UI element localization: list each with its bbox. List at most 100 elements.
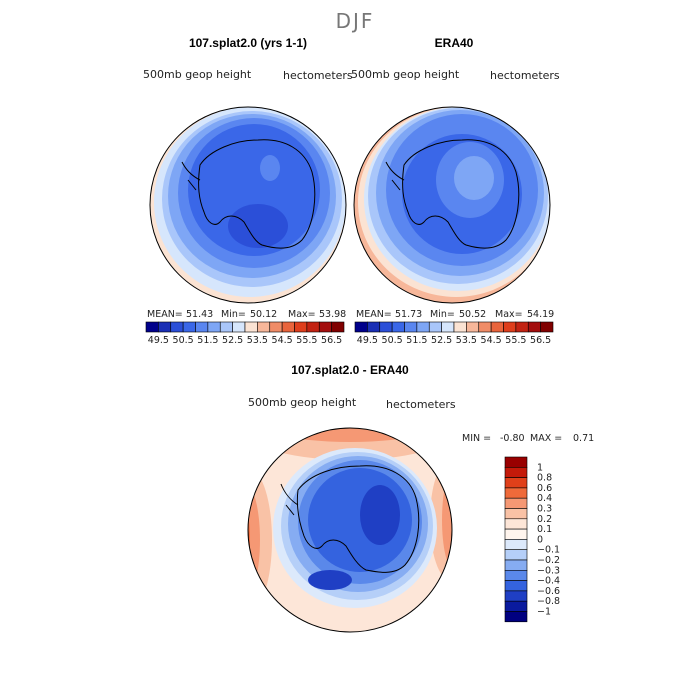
panel-difference-colorbar-tick-label: 0.4 (537, 493, 552, 504)
panel-model-mean-value: 51.43 (186, 309, 213, 320)
panel-difference-colorbar-tick-label: −0.1 (537, 545, 560, 556)
panel-difference-min-value: -0.80 (500, 433, 525, 444)
panel-model-max-label: Max= (288, 309, 316, 320)
panel-difference-variable-label: 500mb geop height (248, 396, 357, 409)
panel-era40-colorbar-tick-label: 55.5 (505, 335, 526, 346)
panel-difference-peninsula-outline (280, 483, 299, 516)
panel-model-variable-label: 500mb geop height (143, 68, 252, 81)
panel-model-colorbar-swatch (207, 321, 221, 333)
panel-difference-colorbar-tick-label: 0 (537, 534, 543, 545)
panel-model-colorbar-tick-label: 49.5 (148, 335, 169, 346)
panel-era40-min-value: 50.52 (459, 309, 486, 320)
panel-difference-map (248, 428, 452, 632)
panel-difference-colorbar-swatch (504, 580, 528, 592)
panel-era40-colorbar-swatch (540, 321, 554, 333)
panel-model-colorbar-tick-label: 54.5 (272, 335, 293, 346)
panel-model-colorbar-swatch (145, 321, 159, 333)
panel-era40-colorbar-swatch (354, 321, 368, 333)
panel-era40-colorbar-tick-label: 51.5 (406, 335, 427, 346)
panel-era40-colorbar-swatch (404, 321, 418, 333)
panel-era40-colorbar-swatch (515, 321, 529, 333)
panel-difference-colorbar-swatch (504, 611, 528, 623)
panel-model-colorbar-tick-label: 53.5 (247, 335, 268, 346)
figure-title: DJF (336, 9, 375, 33)
panel-era40-colorbar-swatch (416, 321, 430, 333)
panel-difference-max-label: MAX = (530, 433, 562, 444)
panel-era40-continent-outline (402, 139, 520, 249)
panel-era40-map-border (353, 106, 551, 304)
panel-era40-mean-value: 51.73 (395, 309, 422, 320)
panel-difference-colorbar-tick-label: 1 (537, 462, 543, 473)
panel-era40: ERA40 500mb geop height hectometers MEAN… (351, 36, 560, 346)
panel-era40-colorbar-swatch (428, 321, 442, 333)
panel-difference-colorbar-tick-label: 0.3 (537, 504, 552, 515)
panel-difference-colorbar-tick-label: −1 (537, 607, 551, 618)
panel-difference-colorbar-swatch (504, 600, 528, 612)
panel-era40-colorbar-swatch (441, 321, 455, 333)
panel-era40-peninsula-outline (385, 161, 405, 191)
panel-era40-max-label: Max= (495, 309, 523, 320)
panel-era40-colorbar-tick-label: 54.5 (481, 335, 502, 346)
panel-era40-colorbar-tick-label: 50.5 (382, 335, 403, 346)
panel-model-max-value: 53.98 (319, 309, 346, 320)
panel-era40-colorbar-swatch (478, 321, 492, 333)
panel-era40-colorbar-swatch (503, 321, 517, 333)
panel-era40-colorbar-swatch (453, 321, 467, 333)
panel-model-colorbar-swatch (219, 321, 233, 333)
panel-era40-title: ERA40 (435, 36, 474, 50)
panel-model-colorbar-swatch (269, 321, 283, 333)
panel-model-colorbar-tick-label: 50.5 (173, 335, 194, 346)
panel-model-stats: MEAN= 51.43 Min= 50.12 Max= 53.98 (147, 309, 346, 320)
panel-model-colorbar-swatch (294, 321, 308, 333)
panel-model-colorbar-swatch (158, 321, 172, 333)
panel-model-colorbar-swatch (195, 321, 209, 333)
panel-difference-colorbar-swatch (504, 539, 528, 551)
panel-era40-colorbar-tick-label: 53.5 (456, 335, 477, 346)
panel-difference-colorbar-swatch (504, 466, 528, 478)
panel-difference-min-label: MIN = (462, 433, 491, 444)
panel-model-colorbar-swatch (232, 321, 246, 333)
panel-model-colorbar-tick-label: 51.5 (197, 335, 218, 346)
panel-difference-stats: MIN = -0.80 MAX = 0.71 (462, 433, 594, 444)
panel-era40-stats: MEAN= 51.73 Min= 50.52 Max= 54.19 (356, 309, 554, 320)
panel-difference-title: 107.splat2.0 - ERA40 (291, 363, 409, 377)
panel-difference: 107.splat2.0 - ERA40 500mb geop height h… (247, 363, 594, 633)
panel-model: 107.splat2.0 (yrs 1-1) 500mb geop height… (143, 36, 353, 346)
panel-model-colorbar-tick-label: 52.5 (222, 335, 243, 346)
panel-difference-colorbar-swatch (504, 559, 528, 571)
panel-model-colorbar-swatch (182, 321, 196, 333)
panel-difference-colorbar-swatch (504, 549, 528, 561)
panel-model-mean-label: MEAN= (147, 309, 183, 320)
panel-era40-colorbar-tick-label: 52.5 (431, 335, 452, 346)
panel-difference-colorbar-tick-label: −0.8 (537, 596, 560, 607)
panel-difference-colorbar-tick-label: −0.2 (537, 555, 560, 566)
panel-difference-colorbar-tick-label: 0.1 (537, 524, 552, 535)
panel-era40-colorbar-swatch (379, 321, 393, 333)
panel-model-colorbar: 49.5 50.5 51.5 52.5 53.5 54.5 55.5 56.5 (145, 321, 345, 346)
panel-era40-colorbar-swatch (367, 321, 381, 333)
panel-difference-colorbar-swatch (504, 569, 528, 581)
panel-difference-colorbar-swatch (504, 590, 528, 602)
panel-difference-colorbar-tick-label: 0.6 (537, 483, 552, 494)
panel-difference-colorbar-tick-label: 0.2 (537, 514, 552, 525)
panel-model-map-border (149, 106, 347, 304)
panel-era40-min-label: Min= (430, 309, 455, 320)
panel-era40-colorbar-swatch (490, 321, 504, 333)
panel-model-colorbar-swatch (244, 321, 258, 333)
panel-difference-colorbar-swatch (504, 518, 528, 530)
panel-difference-colorbar-swatch (504, 528, 528, 540)
panel-model-colorbar-tick-label: 55.5 (296, 335, 317, 346)
panel-difference-colorbar-tick-label: 0.8 (537, 473, 552, 484)
panel-difference-map-border (247, 427, 453, 633)
panel-difference-colorbar-tick-label: −0.6 (537, 586, 560, 597)
panel-model-peninsula-outline (181, 161, 201, 191)
panel-difference-units-label: hectometers (386, 398, 456, 411)
panel-era40-map (354, 107, 550, 303)
panel-era40-mean-label: MEAN= (356, 309, 392, 320)
panel-era40-colorbar-tick-label: 49.5 (357, 335, 378, 346)
panel-difference-colorbar: 10.80.60.40.30.20.10−0.1−0.2−0.3−0.4−0.6… (504, 456, 560, 623)
panel-era40-colorbar-swatch (391, 321, 405, 333)
panel-model-min-value: 50.12 (250, 309, 277, 320)
panel-difference-colorbar-tick-label: −0.3 (537, 565, 560, 576)
panel-model-colorbar-swatch (318, 321, 332, 333)
